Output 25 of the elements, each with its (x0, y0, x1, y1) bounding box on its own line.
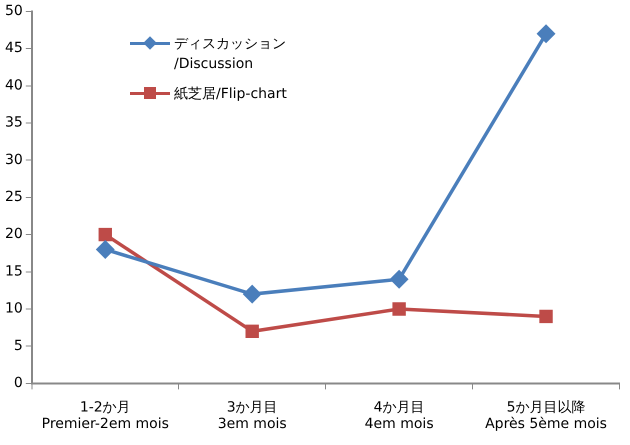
point (98, 228, 112, 242)
y-tick-label: 20 (4, 226, 23, 242)
point (245, 324, 259, 338)
point (243, 285, 261, 303)
y-tick-label: 50 (4, 3, 23, 20)
y-tick-label: 35 (4, 114, 23, 131)
y-tick-label: 10 (4, 300, 23, 317)
y-tick-label: 40 (4, 77, 23, 94)
y-tick-label: 25 (4, 189, 23, 206)
x-tick-label: 3か月目 3em mois (218, 399, 287, 432)
y-tick-label: 15 (4, 263, 23, 280)
y-tick-label: 5 (14, 338, 23, 354)
legend-label: ディスカッション /Discussion (174, 35, 286, 74)
x-tick-label: 4か月目 4em mois (364, 399, 434, 432)
point (390, 270, 408, 288)
point (537, 24, 555, 42)
y-tick-label: 0 (14, 375, 23, 392)
point (539, 310, 553, 324)
x-tick-label: 1-2か月 Premier-2em mois (42, 399, 169, 432)
point (96, 240, 114, 258)
x-tick-label: 5か月目以降 Après 5ème mois (485, 399, 607, 432)
legend-label: 紙芝居/Flip-chart (174, 85, 287, 104)
point (392, 302, 406, 316)
y-tick-label: 30 (4, 152, 23, 168)
y-tick-label: 45 (4, 40, 23, 56)
